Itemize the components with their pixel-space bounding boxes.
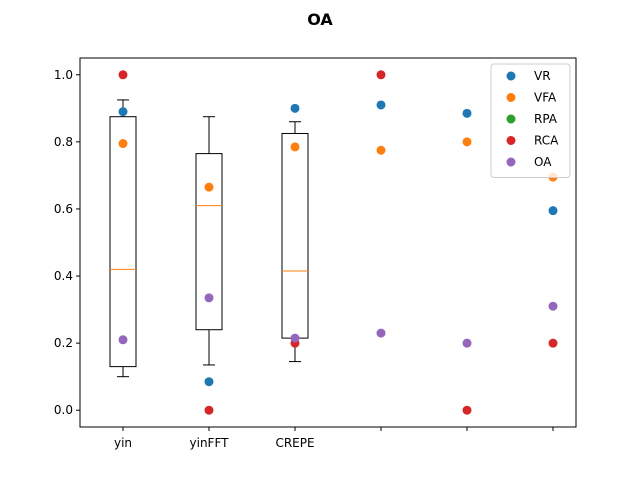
legend-marker: [506, 136, 516, 145]
legend-label: OA: [534, 155, 552, 169]
legend-label: VR: [534, 69, 551, 83]
data-point: [204, 405, 214, 415]
data-point: [376, 70, 386, 80]
data-point: [204, 377, 214, 387]
y-tick-label: 1.0: [54, 68, 73, 82]
legend-marker: [506, 114, 516, 124]
data-point: [548, 338, 558, 348]
data-point: [462, 338, 472, 348]
data-point: [290, 142, 300, 152]
data-point: [290, 103, 300, 113]
data-point: [290, 333, 300, 343]
data-point: [376, 145, 386, 155]
data-point: [548, 301, 558, 311]
series-oa: [118, 293, 558, 348]
data-point: [462, 137, 472, 147]
data-point: [204, 293, 214, 303]
series-vr: [118, 100, 558, 387]
y-tick-label: 0.8: [54, 135, 73, 149]
data-point: [376, 328, 386, 338]
data-point: [462, 405, 472, 415]
y-tick-label: 0.6: [54, 202, 73, 216]
legend-marker: [506, 71, 516, 81]
data-point: [548, 206, 558, 216]
data-point: [462, 108, 472, 118]
data-point: [118, 139, 128, 149]
data-point: [118, 107, 128, 117]
y-tick-label: 0.0: [54, 403, 73, 417]
legend-label: RCA: [534, 134, 559, 148]
y-tick-label: 0.2: [54, 336, 73, 350]
x-tick-label: CREPE: [275, 436, 314, 450]
box: [109, 116, 137, 368]
boxplot: [109, 99, 137, 378]
legend-marker: [506, 93, 516, 102]
data-point: [118, 335, 128, 345]
legend-marker: [506, 157, 516, 167]
axes-frame: [79, 57, 577, 428]
chart-title: OA: [307, 10, 333, 29]
plot-area: 0.0 0.2 0.4 0.6 0.8 1.0 yin yinFFT CREPE: [54, 68, 558, 450]
data-point: [204, 182, 214, 192]
x-tick-label: yinFFT: [190, 436, 230, 450]
legend: VR VFA RPA RCA OA: [490, 63, 571, 178]
legend-label: VFA: [534, 91, 557, 105]
data-point: [376, 100, 386, 110]
legend-box: [490, 63, 571, 178]
boxplot: [195, 116, 223, 366]
data-point: [118, 70, 128, 80]
box: [195, 153, 223, 331]
x-tick-label: yin: [114, 436, 132, 450]
y-tick-label: 0.4: [54, 269, 73, 283]
legend-label: RPA: [534, 112, 558, 126]
